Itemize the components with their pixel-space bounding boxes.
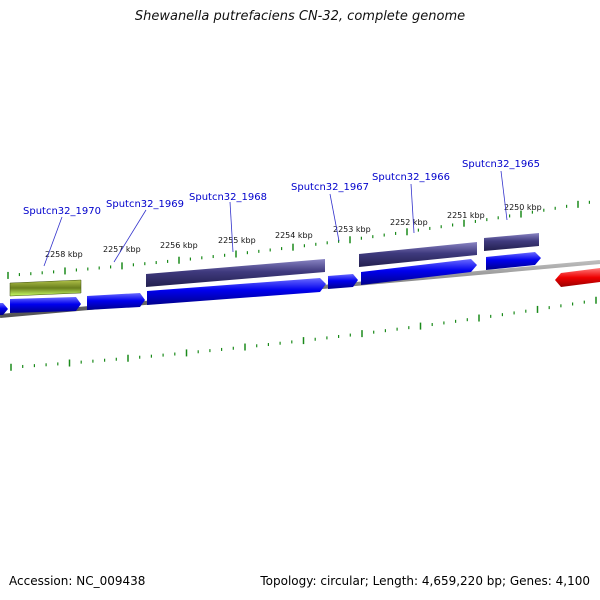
label-leaders bbox=[43, 170, 508, 267]
ruler-label: 2255 kbp bbox=[218, 236, 256, 245]
gene-feature-1965-fwd[interactable] bbox=[486, 252, 541, 270]
gene-label-1969[interactable]: Sputcn32_1969 bbox=[106, 199, 184, 210]
map-title: Shewanella putrefaciens CN-32, complete … bbox=[134, 9, 466, 24]
reverse-strand-track bbox=[9, 233, 539, 297]
leader-line bbox=[500, 170, 508, 221]
ruler-label: 2256 kbp bbox=[160, 241, 198, 250]
inner-tick-ring bbox=[10, 296, 597, 371]
gene-feature-red[interactable] bbox=[555, 268, 600, 287]
leader-line bbox=[43, 216, 63, 267]
gene-feature-1970-fwd[interactable] bbox=[10, 297, 81, 313]
gene-label-1968[interactable]: Sputcn32_1968 bbox=[189, 192, 267, 203]
gene-feature-left-edge[interactable] bbox=[0, 303, 8, 315]
gene-labels: Sputcn32_1970 Sputcn32_1969 Sputcn32_196… bbox=[23, 159, 540, 217]
gene-feature-1968-fwd[interactable] bbox=[147, 278, 326, 305]
gene-feature-1970[interactable] bbox=[9, 279, 82, 297]
gene-label-1967[interactable]: Sputcn32_1967 bbox=[291, 182, 369, 193]
ruler-label: 2253 kbp bbox=[333, 225, 371, 234]
leader-line bbox=[229, 201, 234, 253]
ruler-label: 2254 kbp bbox=[275, 231, 313, 240]
gene-feature-1968[interactable] bbox=[146, 259, 325, 287]
gene-feature-1966-fwd[interactable] bbox=[361, 259, 477, 285]
accession-text: Accession: NC_009438 bbox=[9, 574, 146, 588]
leader-line bbox=[410, 183, 415, 234]
gene-label-1965[interactable]: Sputcn32_1965 bbox=[462, 159, 540, 170]
topology-summary: Topology: circular; Length: 4,659,220 bp… bbox=[260, 574, 590, 588]
leader-line bbox=[113, 209, 147, 263]
gene-feature-1969[interactable] bbox=[87, 293, 145, 310]
gene-label-1966[interactable]: Sputcn32_1966 bbox=[372, 172, 450, 183]
gene-feature-1967[interactable] bbox=[328, 274, 358, 289]
leader-line bbox=[329, 193, 340, 242]
ruler-label: 2252 kbp bbox=[390, 218, 428, 227]
ruler-label: 2258 kbp bbox=[45, 250, 83, 259]
gene-label-1970[interactable]: Sputcn32_1970 bbox=[23, 206, 101, 217]
gene-feature-1965[interactable] bbox=[484, 233, 539, 251]
ruler-label: 2251 kbp bbox=[447, 211, 485, 220]
ruler-label: 2250 kbp bbox=[504, 203, 542, 212]
gene-feature-1966[interactable] bbox=[359, 242, 477, 267]
outer-tick-ring bbox=[7, 200, 591, 279]
forward-strand-track bbox=[0, 252, 600, 315]
